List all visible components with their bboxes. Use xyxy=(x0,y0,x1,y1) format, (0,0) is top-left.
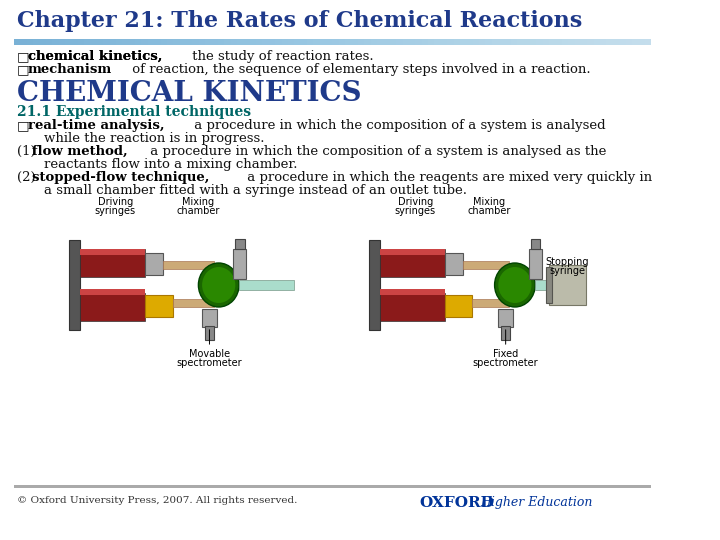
Text: Fixed: Fixed xyxy=(493,349,518,359)
Text: chamber: chamber xyxy=(176,206,220,216)
Bar xyxy=(472,299,509,307)
Bar xyxy=(380,249,445,255)
Text: □: □ xyxy=(17,119,34,132)
Text: the study of reaction rates.: the study of reaction rates. xyxy=(188,50,373,63)
Text: 21.1 Experimental techniques: 21.1 Experimental techniques xyxy=(17,105,251,119)
Bar xyxy=(501,326,510,340)
Bar xyxy=(239,280,294,290)
Text: stopped-flow technique,: stopped-flow technique, xyxy=(32,171,210,184)
Bar xyxy=(380,289,445,295)
Text: Mixing: Mixing xyxy=(473,197,505,207)
Text: chemical kinetics,: chemical kinetics, xyxy=(27,50,162,63)
Text: a procedure in which the reagents are mixed very quickly in: a procedure in which the reagents are mi… xyxy=(243,171,652,184)
Circle shape xyxy=(495,263,535,307)
Bar xyxy=(369,240,380,330)
Bar xyxy=(80,293,145,321)
Text: flow method,: flow method, xyxy=(32,145,128,158)
Text: Mixing: Mixing xyxy=(182,197,215,207)
Bar xyxy=(549,265,586,305)
Bar xyxy=(235,239,245,249)
Bar xyxy=(145,295,173,317)
Text: real-time analysis,: real-time analysis, xyxy=(27,119,164,132)
Bar xyxy=(80,249,145,277)
Text: Driving: Driving xyxy=(397,197,433,207)
Text: □: □ xyxy=(17,50,34,63)
Bar xyxy=(80,289,145,295)
Bar xyxy=(163,261,214,269)
Text: syringes: syringes xyxy=(395,206,436,216)
Text: spectrometer: spectrometer xyxy=(176,358,242,368)
Bar xyxy=(145,253,163,275)
Circle shape xyxy=(199,263,239,307)
Text: while the reaction is in progress.: while the reaction is in progress. xyxy=(45,132,265,145)
Bar xyxy=(445,295,472,317)
Bar xyxy=(498,309,513,327)
Text: © Oxford University Press, 2007. All rights reserved.: © Oxford University Press, 2007. All rig… xyxy=(17,496,297,505)
Text: OXFORD: OXFORD xyxy=(420,496,495,510)
Bar xyxy=(380,293,445,321)
Bar xyxy=(531,239,540,249)
Text: spectrometer: spectrometer xyxy=(473,358,539,368)
Text: of reaction, the sequence of elementary steps involved in a reaction.: of reaction, the sequence of elementary … xyxy=(128,63,590,76)
Bar xyxy=(535,280,549,290)
Text: mechanism: mechanism xyxy=(27,63,112,76)
Bar xyxy=(233,249,246,279)
Text: chemical kinetics,: chemical kinetics, xyxy=(27,50,162,63)
Circle shape xyxy=(202,267,235,303)
Text: syringes: syringes xyxy=(95,206,136,216)
Bar xyxy=(205,326,214,340)
Text: syringe: syringe xyxy=(549,266,585,276)
Text: Driving: Driving xyxy=(98,197,133,207)
Text: □: □ xyxy=(17,63,34,76)
Bar xyxy=(69,240,80,330)
Text: (2): (2) xyxy=(17,171,35,184)
Bar xyxy=(463,261,509,269)
Circle shape xyxy=(498,267,531,303)
Bar xyxy=(445,253,463,275)
Text: Stopping: Stopping xyxy=(546,257,589,267)
Text: Chapter 21: The Rates of Chemical Reactions: Chapter 21: The Rates of Chemical Reacti… xyxy=(17,10,582,32)
Bar xyxy=(14,485,651,488)
Text: reactants flow into a mixing chamber.: reactants flow into a mixing chamber. xyxy=(45,158,298,171)
Text: Higher Education: Higher Education xyxy=(480,496,593,509)
Text: CHEMICAL KINETICS: CHEMICAL KINETICS xyxy=(17,80,361,107)
Text: Movable: Movable xyxy=(189,349,230,359)
Text: a procedure in which the composition of a system is analysed as the: a procedure in which the composition of … xyxy=(146,145,606,158)
Bar xyxy=(546,267,552,303)
Bar xyxy=(202,309,217,327)
Bar xyxy=(80,249,145,255)
Bar xyxy=(173,299,214,307)
Bar xyxy=(528,249,541,279)
Text: (1): (1) xyxy=(17,145,35,158)
Text: a small chamber fitted with a syringe instead of an outlet tube.: a small chamber fitted with a syringe in… xyxy=(45,184,467,197)
Text: a procedure in which the composition of a system is analysed: a procedure in which the composition of … xyxy=(190,119,606,132)
Text: chamber: chamber xyxy=(467,206,510,216)
Bar xyxy=(380,249,445,277)
